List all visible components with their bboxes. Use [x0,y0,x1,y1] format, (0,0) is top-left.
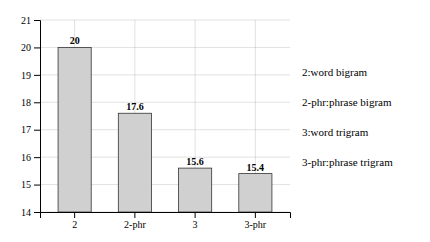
annotation: 2-phr:phrase bigram [302,96,392,108]
y-axis: 14 15 16 17 18 19 20 21 [21,15,41,218]
tick-label: 20 [21,42,31,53]
tick-mark [34,185,40,186]
tick: 18 [21,97,40,108]
bar [118,113,151,212]
bar [179,168,212,212]
tick: 2-phr [124,212,146,230]
tick: 3 [193,212,198,230]
data-labels: 20 17.6 15.6 15.4 [70,35,264,172]
tick: 15 [21,179,40,190]
tick-label: 14 [21,207,31,218]
data-label: 15.4 [247,162,265,173]
tick-mark [255,212,256,218]
bar [239,174,272,212]
chart: 14 15 16 17 18 19 20 21 2 2-phr 3 3-phr 20 17.6 15.6 15… [0,0,430,242]
grid-line [40,20,290,21]
tick-label: 15 [21,179,31,190]
data-label: 15.6 [186,156,204,167]
tick-mark [34,75,40,76]
tick-label: 17 [21,124,31,135]
tick-mark [34,130,40,131]
tick: 3-phr [245,212,267,230]
data-label: 20 [70,35,80,46]
bar [58,47,91,212]
data-label: 17.6 [126,101,144,112]
tick-label: 3-phr [245,219,267,230]
x-axis: 2 2-phr 3 3-phr [41,212,291,230]
bars [58,47,272,212]
tick-mark [134,212,135,218]
tick-label: 18 [21,97,31,108]
tick-mark [195,212,196,218]
tick-mark [74,212,75,218]
tick-label: 3 [193,219,198,230]
tick: 14 [21,207,40,218]
tick: 20 [21,42,40,53]
tick-mark [34,212,40,213]
annotation: 3:word trigram [302,126,369,138]
axis-line [34,21,41,213]
annotation: 2:word bigram [302,66,368,78]
tick-mark [34,102,40,103]
tick-label: 19 [21,70,31,81]
annotation: 3-phr:phrase trigram [302,156,393,168]
tick: 16 [21,152,40,163]
tick: 17 [21,124,40,135]
tick-mark [34,157,40,158]
tick: 2 [72,212,77,230]
tick: 19 [21,70,40,81]
grid [40,20,290,212]
tick-mark [34,47,40,48]
tick-mark [34,20,40,21]
annotations: 2:word bigram 2-phr:phrase bigram 3:word t… [302,66,393,168]
plot: 14 15 16 17 18 19 20 21 2 2-phr 3 3-phr 20 17.6 15.6 15… [21,15,291,230]
tick-label: 21 [21,15,31,26]
tick-label: 2 [72,219,77,230]
axis-line [41,213,291,219]
tick-label: 16 [21,152,31,163]
tick: 21 [21,15,40,26]
tick-label: 2-phr [124,219,146,230]
